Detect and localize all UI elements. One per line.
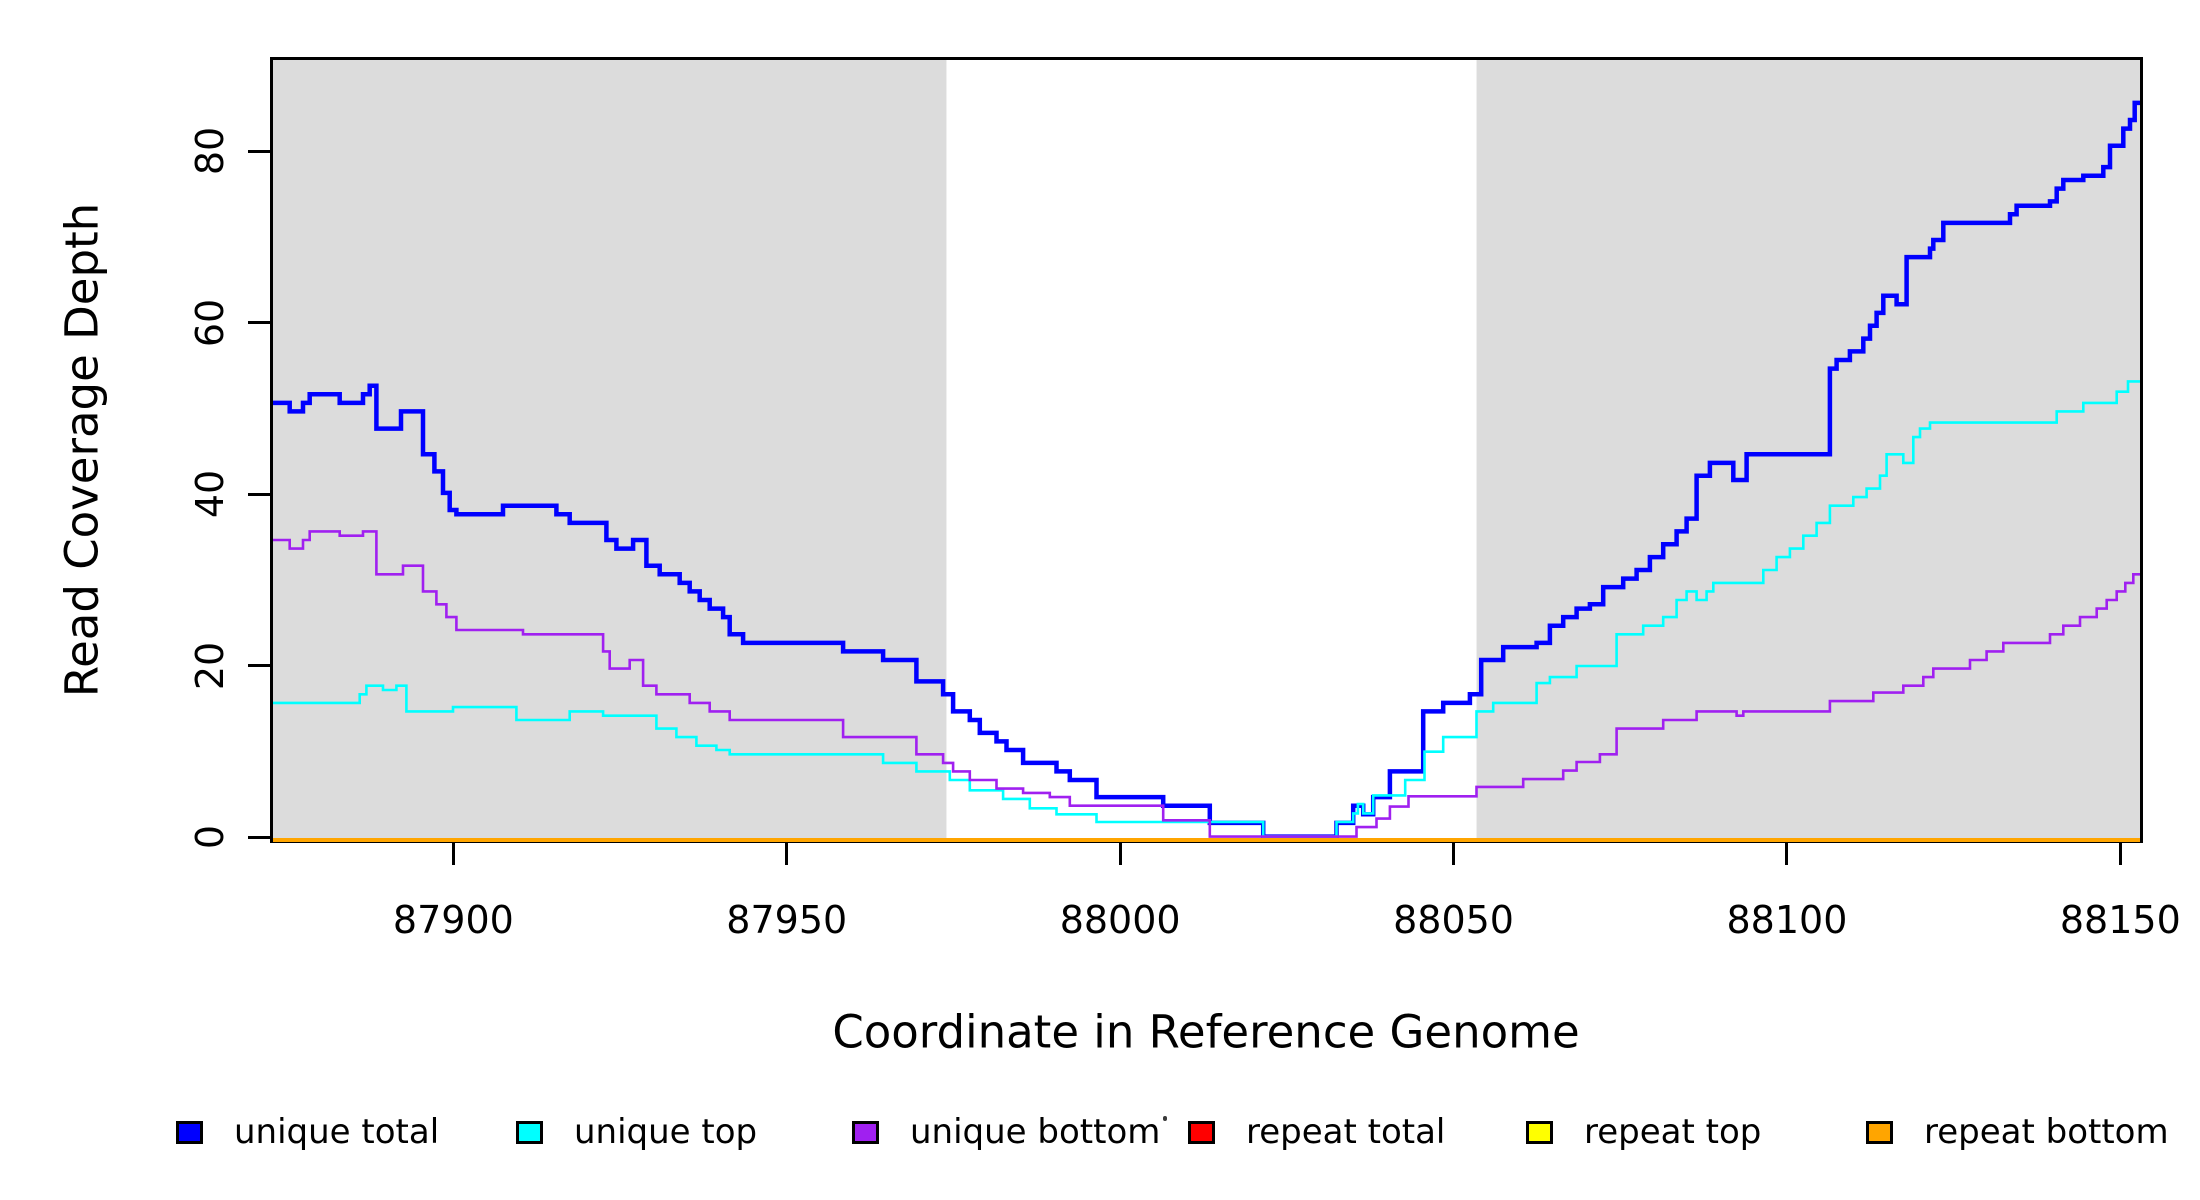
legend-swatch-icon [852,1120,879,1144]
legend-item-unique-bottom: unique bottom [852,1112,1160,1152]
y-tick-label: 80 [188,127,232,176]
legend-item-unique-top: unique top [516,1112,757,1152]
legend-swatch-icon [1866,1120,1893,1144]
legend-label: unique total [234,1112,440,1152]
y-tick-label: 20 [188,641,232,690]
x-tick-mark [785,843,789,865]
y-tick-label: 0 [188,824,232,850]
y-tick-mark [248,492,270,496]
x-axis-title: Coordinate in Reference Genome [832,1005,1580,1059]
y-tick-mark [248,835,270,839]
legend-label: repeat top [1584,1112,1762,1152]
plot-canvas [273,60,2140,842]
legend-label: unique bottom [910,1112,1161,1152]
x-tick-mark [1118,843,1122,865]
legend-swatch-icon [1526,1120,1553,1144]
x-tick-label: 87900 [392,898,514,942]
legend-item-unique-total: unique total [176,1112,439,1152]
x-tick-label: 88050 [1393,898,1514,942]
legend-item-repeat-bottom: repeat bottom [1866,1112,2169,1152]
legend-item-repeat-total: repeat total [1188,1112,1445,1152]
x-tick-label: 88100 [1726,898,1848,942]
x-tick-mark [451,843,455,865]
y-tick-label: 40 [188,469,232,519]
y-tick-mark [248,664,270,668]
x-tick-mark [1452,843,1456,865]
legend-label: repeat total [1246,1112,1446,1152]
legend-swatch-icon [1188,1120,1215,1144]
legend-label: unique top [574,1112,758,1152]
legend-label: repeat bottom [1924,1112,2169,1152]
x-tick-mark [1785,843,1789,865]
x-tick-label: 87950 [726,898,848,942]
legend-item-repeat-top: repeat top [1526,1112,1761,1152]
legend-swatch-icon [176,1120,203,1144]
y-tick-mark [248,321,270,325]
x-tick-mark [2118,843,2122,865]
series-unique-top [273,380,2140,838]
y-tick-mark [248,149,270,153]
y-tick-label: 60 [188,298,232,347]
x-tick-label: 88000 [1059,898,1181,942]
x-tick-label: 88150 [2059,898,2181,942]
shaded-region [273,60,947,840]
legend-swatch-icon [516,1120,543,1144]
plot-area [270,57,2143,843]
y-axis-title: Read Coverage Depth [55,202,109,698]
series-unique-bottom [273,530,2140,838]
shaded-region [1476,60,2140,840]
stray-mark [1163,1116,1167,1121]
